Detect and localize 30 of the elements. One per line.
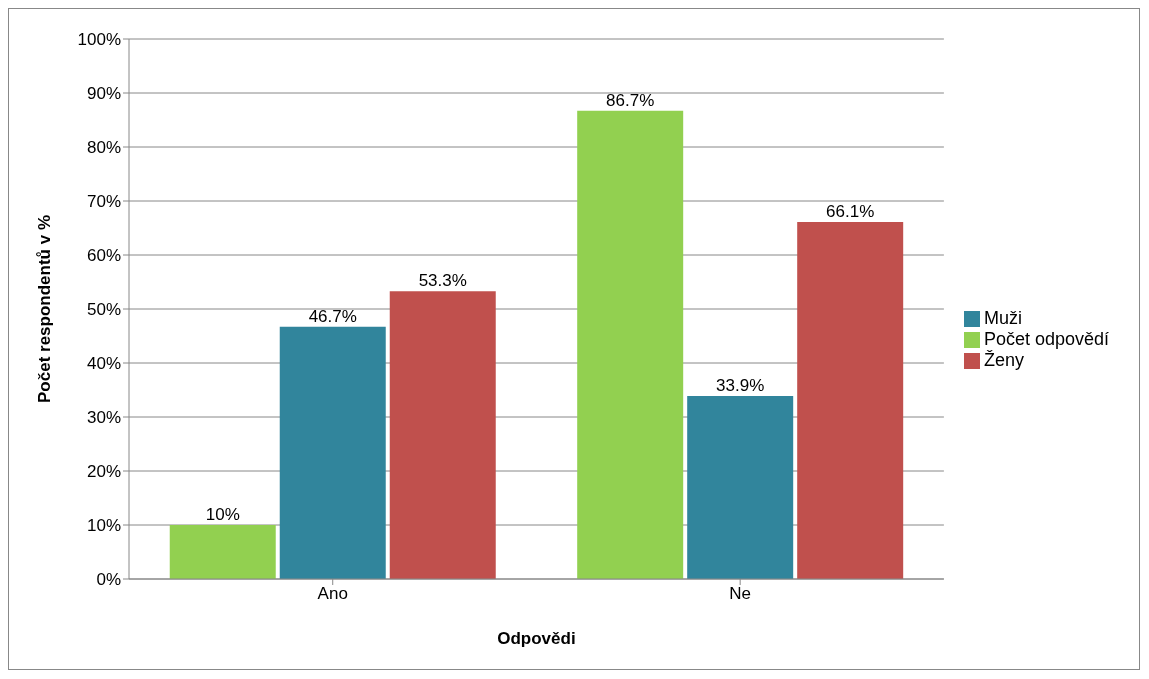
y-tick-label: 50% — [86, 300, 121, 320]
bar — [389, 291, 496, 579]
bar — [577, 110, 684, 579]
legend-label: Ženy — [983, 349, 1024, 370]
y-tick-label: 20% — [86, 462, 121, 482]
y-tick-label: 80% — [86, 138, 121, 158]
data-label: 10% — [205, 505, 240, 524]
y-tick-label: 10% — [86, 516, 121, 536]
data-label: 46.7% — [308, 306, 357, 326]
y-tick-label: 90% — [86, 84, 121, 104]
data-label: 86.7% — [606, 90, 655, 110]
bar — [687, 395, 794, 579]
x-axis-title: Odpovědi — [497, 629, 576, 648]
y-tick-label: 100% — [77, 30, 121, 50]
x-tick-label: Ano — [317, 584, 348, 604]
data-label: 66.1% — [826, 202, 875, 222]
x-tick-label: Ne — [729, 584, 752, 604]
bar — [279, 326, 386, 579]
bar — [797, 222, 904, 579]
legend-label: Počet odpovědí — [983, 328, 1109, 349]
y-tick-label: 40% — [86, 354, 121, 374]
y-axis-title: Počet respondentů v % — [35, 215, 55, 403]
data-label: 53.3% — [418, 271, 467, 291]
y-tick-label: 30% — [86, 408, 121, 428]
y-tick-label: 70% — [86, 192, 121, 212]
legend-label: Muži — [983, 307, 1022, 328]
y-tick-label: 60% — [86, 246, 121, 266]
y-tick-label: 0% — [96, 570, 121, 590]
bar — [169, 525, 276, 579]
data-label: 33.9% — [716, 375, 765, 395]
